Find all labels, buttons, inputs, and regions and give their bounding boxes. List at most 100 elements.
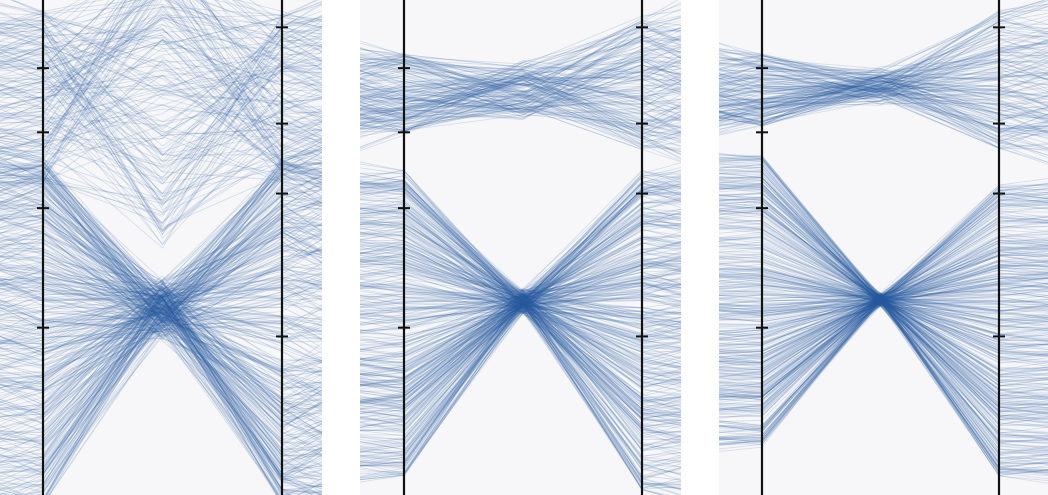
panel-3-upper-line	[719, 73, 1048, 133]
panel-1-lower-line	[0, 188, 322, 399]
panel-3-lower-line	[719, 286, 1048, 380]
panel-2-lower-line	[360, 308, 681, 431]
panel-3-lower-line	[719, 164, 1048, 435]
panel-3-lower-line	[719, 299, 1048, 403]
panel-2-lower-line	[360, 189, 681, 296]
panel-3-lower-line	[719, 192, 1048, 444]
panel-3-upper-line	[719, 92, 1048, 132]
panel-3-lower-line	[719, 298, 1048, 411]
panel-2-lower-line	[360, 303, 664, 495]
panel-2-lower-line	[360, 197, 681, 469]
panel-1-lower-line	[0, 321, 322, 425]
panel-1-lower-line	[0, 181, 322, 323]
panel-2-upper-line	[360, 80, 681, 129]
panel-3-upper-line	[719, 83, 1048, 132]
panel-2-upper-line	[360, 61, 681, 134]
panel-1-upper-line	[0, 36, 322, 119]
panel-2-upper-line	[360, 103, 681, 162]
panel-3-lower-line	[719, 273, 1048, 397]
panel-1-lower-line	[0, 162, 322, 388]
panel-3-lower-line	[719, 165, 1048, 411]
panel-1-lower-line	[0, 207, 322, 310]
panel-2-upper-line	[360, 55, 681, 114]
panel-1-lower-line	[0, 203, 322, 333]
panel-1-upper-line	[0, 50, 322, 204]
panel-1-upper-line	[0, 0, 322, 162]
panel-3-lower-line	[719, 183, 1048, 297]
panel-3-lower-line	[719, 244, 1048, 406]
panel-3-lower-line	[719, 300, 1048, 411]
panel-3-lower-line	[719, 300, 1048, 421]
panel-1-upper-line	[0, 56, 322, 153]
panel-3-lower-line	[719, 176, 1048, 377]
panel-2-upper-line	[360, 97, 681, 130]
panel-1-upper-line	[0, 147, 322, 213]
panel-3-lower-line	[719, 305, 1048, 426]
panel-2-lower-line	[360, 163, 681, 312]
panel-1-upper-line	[0, 61, 322, 123]
panel-3-lower-line	[719, 204, 1048, 300]
panel-1-lower-line	[0, 242, 322, 484]
panel-1-upper-line	[0, 47, 322, 94]
panel-1-lower-line	[0, 273, 322, 489]
panel-1-upper-line	[0, 56, 322, 150]
panel-3-lower-line	[719, 297, 1048, 317]
panel-1-lower-line	[0, 287, 322, 491]
panel-1-upper-line	[0, 79, 322, 125]
panel-1-lower-line	[0, 149, 322, 420]
panel-3-lower-line	[719, 195, 1048, 338]
panel-3-lower-line	[719, 255, 1048, 447]
panel-2-upper-line	[360, 3, 681, 108]
panel-3-lower-line	[719, 269, 1048, 446]
panel-3-lower-line	[719, 267, 1048, 474]
panel-1-lower-line	[0, 165, 322, 303]
panel-3-lower-line	[719, 300, 1048, 476]
panel-3-upper-line	[719, 19, 1048, 89]
panel-3-upper-line	[719, 66, 1048, 80]
panel-1-lower-line	[0, 218, 322, 298]
panel-3-lower-line	[719, 236, 1048, 385]
panel-1-lower-line	[49, 322, 322, 495]
panel-2-lower-line	[360, 227, 681, 437]
panel-1-lower-line	[0, 170, 322, 475]
panel-2-lower-line	[360, 201, 681, 399]
panel-1-lower-line	[0, 283, 322, 414]
panel-1-lower-line	[0, 218, 322, 443]
panel-1-lower-line	[0, 189, 322, 331]
panel-2-lower-line	[360, 304, 681, 411]
panel-2-upper-line	[360, 34, 681, 119]
panel-2-lower-line	[360, 306, 681, 421]
panel-3-lower-line	[719, 277, 1048, 405]
panel-2-lower-line	[360, 213, 681, 300]
panel-2-upper-line	[360, 20, 681, 124]
panel-1-lower-line	[0, 313, 322, 373]
panel-1-upper-line	[0, 77, 322, 246]
panel-3-lower-line	[719, 200, 1048, 372]
panel-1-lower-line	[0, 230, 322, 383]
panel-3-lower-line	[719, 300, 1048, 398]
panel-3-lower-line	[719, 153, 1048, 382]
panel-1-lower-line	[0, 177, 322, 324]
panel-3-upper-line	[719, 77, 1048, 156]
panel-1-lower-line	[0, 194, 322, 488]
panel-1-upper-line	[0, 0, 322, 109]
panel-3-lower-line	[719, 278, 1048, 415]
panel-2-upper-line	[360, 27, 681, 132]
panel-1-upper-line	[10, 0, 322, 47]
panel-1-lower-line	[0, 214, 322, 293]
panel-3-lower-line	[719, 295, 1048, 472]
panel-1-lower-line	[0, 233, 322, 325]
panel-1-lower-line	[0, 186, 322, 330]
panel-1-lower-line	[0, 142, 322, 493]
panel-2-lower-line	[360, 182, 681, 388]
panel-2-lower-line	[360, 173, 681, 306]
panel-1-lower-line	[0, 174, 322, 431]
panel-3-lower-line	[719, 300, 1048, 355]
panel-3-upper-line	[719, 77, 1048, 118]
panel-2-lower-line	[360, 308, 681, 395]
panel-2-lower-line	[360, 263, 681, 306]
panel-2-lower-line	[360, 262, 681, 431]
panel-1-lower-line	[10, 199, 322, 495]
panel-2-lower-line	[360, 187, 681, 422]
panel-2-lower-line	[360, 276, 681, 467]
